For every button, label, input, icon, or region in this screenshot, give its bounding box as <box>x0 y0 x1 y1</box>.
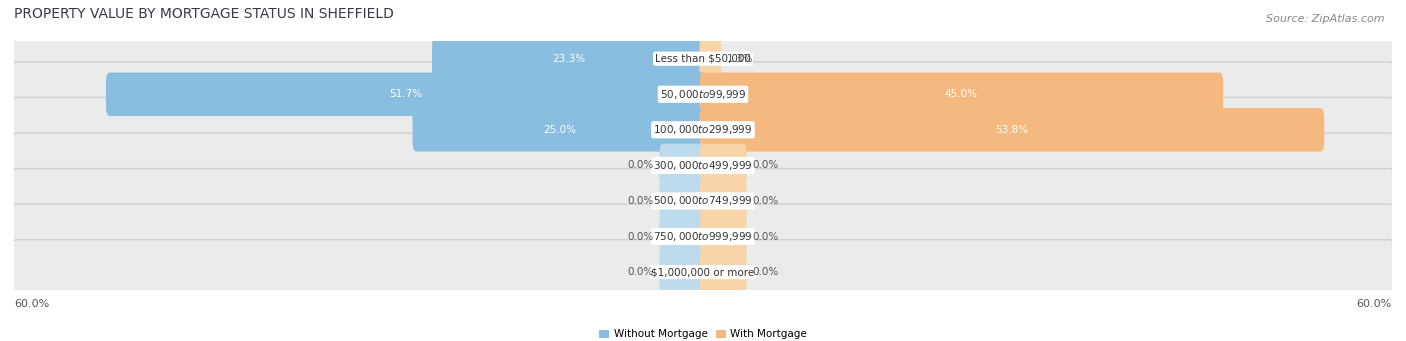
FancyBboxPatch shape <box>659 179 706 223</box>
Text: 60.0%: 60.0% <box>1357 299 1392 309</box>
Text: 51.7%: 51.7% <box>389 89 423 99</box>
Text: 0.0%: 0.0% <box>752 232 779 241</box>
Text: $50,000 to $99,999: $50,000 to $99,999 <box>659 88 747 101</box>
FancyBboxPatch shape <box>11 62 1395 127</box>
FancyBboxPatch shape <box>659 250 706 294</box>
Text: $500,000 to $749,999: $500,000 to $749,999 <box>654 194 752 207</box>
Text: 0.0%: 0.0% <box>752 267 779 277</box>
FancyBboxPatch shape <box>11 204 1395 269</box>
Text: 25.0%: 25.0% <box>543 125 576 135</box>
Text: $750,000 to $999,999: $750,000 to $999,999 <box>654 230 752 243</box>
FancyBboxPatch shape <box>700 179 747 223</box>
Text: 23.3%: 23.3% <box>553 54 586 64</box>
FancyBboxPatch shape <box>700 250 747 294</box>
Text: $300,000 to $499,999: $300,000 to $499,999 <box>654 159 752 172</box>
FancyBboxPatch shape <box>700 37 721 80</box>
Text: 0.0%: 0.0% <box>627 232 654 241</box>
FancyBboxPatch shape <box>700 215 747 258</box>
Text: 45.0%: 45.0% <box>945 89 977 99</box>
FancyBboxPatch shape <box>11 168 1395 233</box>
Text: $100,000 to $299,999: $100,000 to $299,999 <box>654 123 752 136</box>
FancyBboxPatch shape <box>700 73 1223 116</box>
Text: 0.0%: 0.0% <box>627 267 654 277</box>
FancyBboxPatch shape <box>11 240 1395 305</box>
FancyBboxPatch shape <box>700 144 747 187</box>
Text: 0.0%: 0.0% <box>752 196 779 206</box>
Text: 60.0%: 60.0% <box>14 299 49 309</box>
Text: 0.0%: 0.0% <box>627 196 654 206</box>
Text: $1,000,000 or more: $1,000,000 or more <box>651 267 755 277</box>
FancyBboxPatch shape <box>11 98 1395 162</box>
Text: 0.0%: 0.0% <box>627 160 654 170</box>
Text: Source: ZipAtlas.com: Source: ZipAtlas.com <box>1267 14 1385 24</box>
FancyBboxPatch shape <box>659 215 706 258</box>
Text: 53.8%: 53.8% <box>995 125 1028 135</box>
FancyBboxPatch shape <box>11 26 1395 91</box>
Text: 0.0%: 0.0% <box>752 160 779 170</box>
Text: 1.3%: 1.3% <box>727 54 754 64</box>
FancyBboxPatch shape <box>412 108 706 151</box>
FancyBboxPatch shape <box>11 133 1395 198</box>
FancyBboxPatch shape <box>432 37 706 80</box>
Legend: Without Mortgage, With Mortgage: Without Mortgage, With Mortgage <box>599 329 807 339</box>
Text: Less than $50,000: Less than $50,000 <box>655 54 751 64</box>
Text: PROPERTY VALUE BY MORTGAGE STATUS IN SHEFFIELD: PROPERTY VALUE BY MORTGAGE STATUS IN SHE… <box>14 8 394 21</box>
FancyBboxPatch shape <box>105 73 706 116</box>
FancyBboxPatch shape <box>700 108 1324 151</box>
FancyBboxPatch shape <box>659 144 706 187</box>
